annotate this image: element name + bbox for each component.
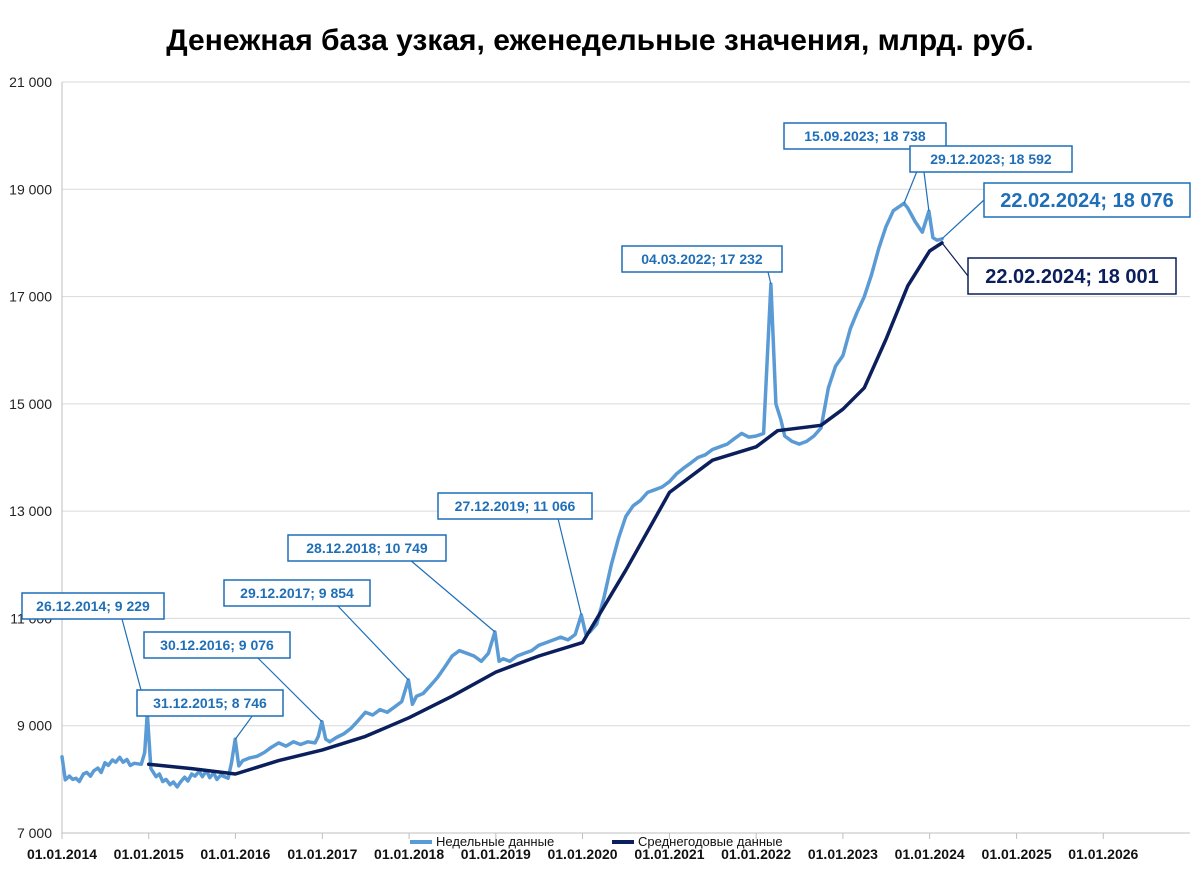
annotation-box <box>783 122 947 150</box>
annotation-label: 26.12.2014; 9 229 <box>36 598 150 614</box>
annotation-box <box>983 182 1191 218</box>
y-tick-label: 21 000 <box>9 74 52 90</box>
annotation-label: 28.12.2018; 10 749 <box>306 540 428 556</box>
annotation-leader <box>767 271 772 285</box>
x-tick-label: 01.01.2019 <box>461 846 531 862</box>
annotation-box <box>143 631 291 659</box>
y-tick-label: 13 000 <box>9 503 52 519</box>
x-tick-label: 01.01.2021 <box>634 846 704 862</box>
annotation-leader <box>557 518 582 616</box>
grid <box>61 81 1190 834</box>
x-tick-label: 01.01.2022 <box>721 846 791 862</box>
y-tick-label: 7 000 <box>17 825 52 841</box>
annotation-leader <box>410 560 496 633</box>
annotation-box <box>909 145 1073 173</box>
series-line-2 <box>146 241 944 776</box>
x-tick-label: 01.01.2014 <box>27 846 97 862</box>
y-tick-label: 17 000 <box>9 289 52 305</box>
annotation-label: 29.12.2023; 18 592 <box>930 151 1052 167</box>
x-axis: 01.01.2014 01.01.2015 01.01.2016 01.01.2017… <box>27 833 1139 862</box>
annotation-box <box>287 534 447 562</box>
annotation-box <box>223 579 371 607</box>
series-line-1 <box>60 201 944 789</box>
x-tick-label: 01.01.2024 <box>895 846 965 862</box>
x-tick-label: 01.01.2016 <box>200 846 270 862</box>
x-tick-label: 01.01.2026 <box>1068 846 1138 862</box>
annotation-label: 30.12.2016; 9 076 <box>160 637 274 653</box>
legend-label: Недельные данные <box>436 834 554 849</box>
plot-area <box>60 201 944 789</box>
x-tick-label: 01.01.2017 <box>287 846 357 862</box>
x-tick-label: 01.01.2018 <box>374 846 444 862</box>
annotation-label: 22.02.2024; 18 001 <box>985 266 1159 288</box>
y-tick-label: 19 000 <box>9 181 52 197</box>
legend-label: Среднегодовые данные <box>638 834 783 849</box>
annotation-box <box>621 245 783 273</box>
annotation-label: 27.12.2019; 11 066 <box>455 498 576 514</box>
annotation-label: 31.12.2015; 8 746 <box>153 695 267 711</box>
annotation-label: 15.09.2023; 18 738 <box>804 128 926 144</box>
y-tick-label: 15 000 <box>9 396 52 412</box>
y-tick-label: 9 000 <box>17 718 52 734</box>
annotation-leader <box>257 657 323 723</box>
annotation-box <box>967 257 1177 295</box>
legend: Недельные данные Среднегодовые данные <box>410 834 783 849</box>
annotation-label: 29.12.2017; 9 854 <box>240 585 354 601</box>
annotation-box <box>136 689 284 717</box>
annotation-box <box>437 492 593 520</box>
annotations: 26.12.2014; 9 229 31.12.2015; 8 746 30.12.… <box>21 122 1191 740</box>
chart-title: Денежная база узкая, еженедельные значен… <box>166 24 1033 57</box>
annotation-leader <box>941 242 969 277</box>
x-tick-label: 01.01.2015 <box>114 846 184 862</box>
x-tick-label: 01.01.2025 <box>982 846 1052 862</box>
annotation-label: 22.02.2024; 18 076 <box>1000 190 1174 212</box>
annotation-leader <box>941 199 985 240</box>
annotation-leader <box>337 605 409 681</box>
annotation-label: 04.03.2022; 17 232 <box>641 251 763 267</box>
x-tick-label: 01.01.2020 <box>547 846 617 862</box>
annotation-leader <box>923 171 930 212</box>
x-tick-label: 01.01.2023 <box>808 846 878 862</box>
annotation-box <box>21 592 165 620</box>
